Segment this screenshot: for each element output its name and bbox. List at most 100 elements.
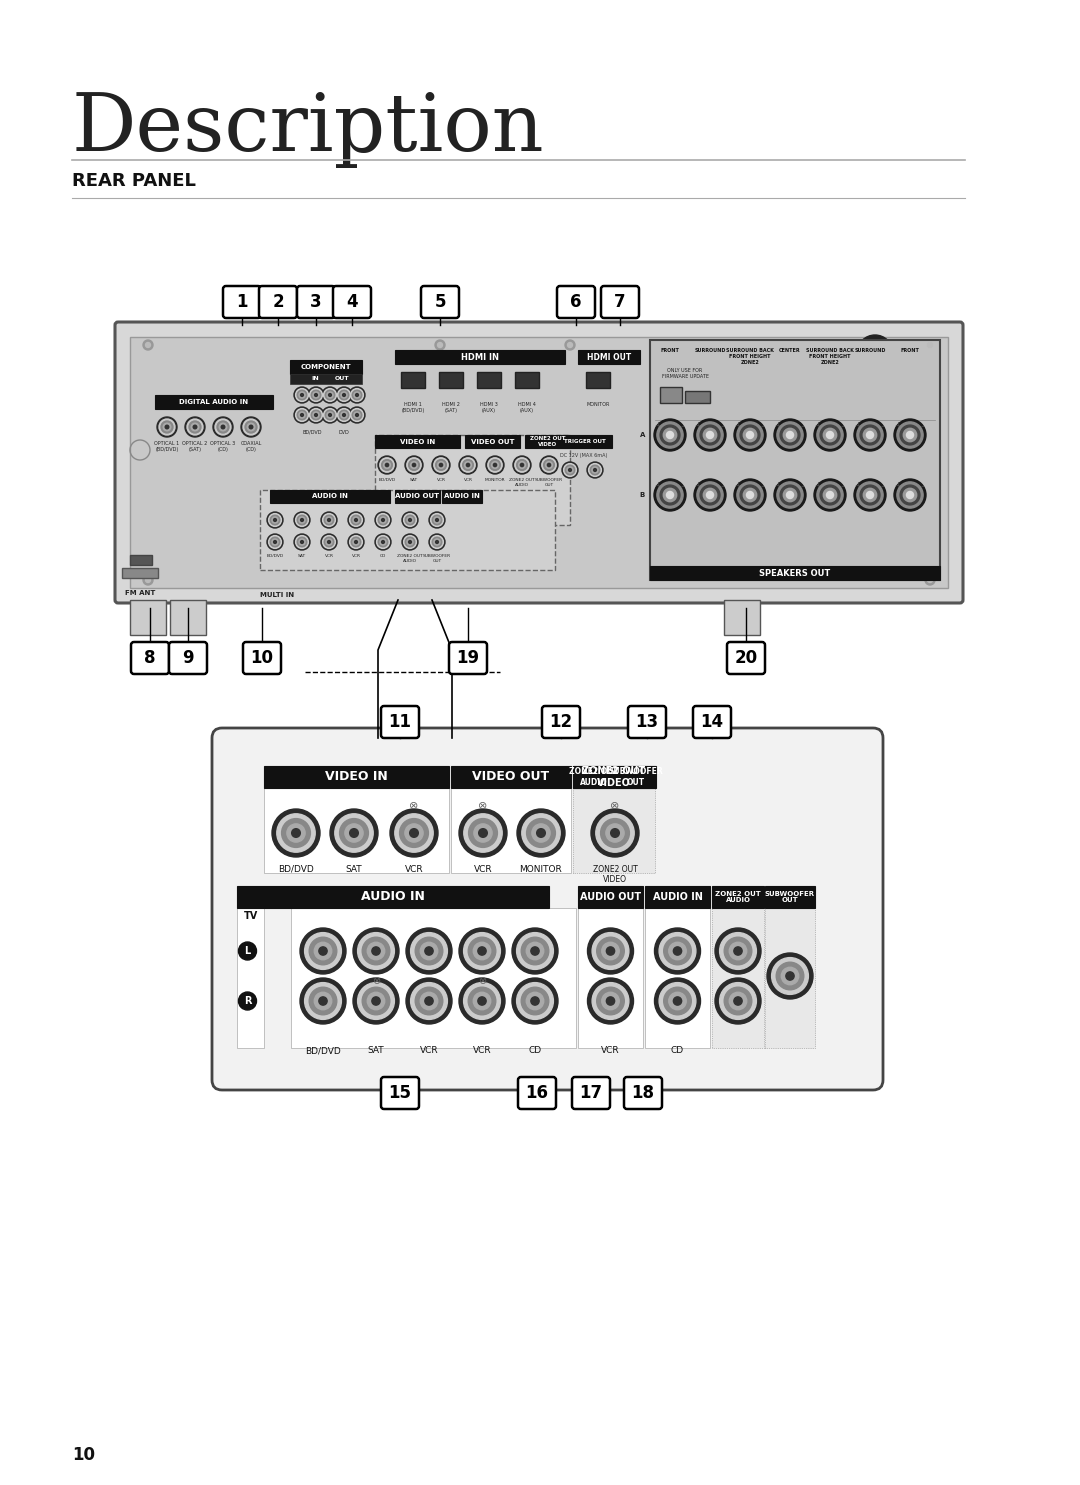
Circle shape: [276, 814, 315, 852]
Circle shape: [820, 486, 840, 505]
Circle shape: [405, 824, 423, 842]
Circle shape: [591, 809, 639, 857]
Circle shape: [780, 486, 800, 505]
Circle shape: [666, 432, 674, 438]
Circle shape: [435, 340, 445, 350]
Text: MONITOR: MONITOR: [485, 478, 505, 483]
Text: DVD: DVD: [339, 431, 349, 435]
Circle shape: [780, 425, 800, 446]
Circle shape: [300, 979, 346, 1025]
Circle shape: [715, 979, 761, 1025]
Circle shape: [660, 425, 680, 446]
Circle shape: [522, 937, 549, 965]
Text: AUDIO IN: AUDIO IN: [444, 493, 480, 499]
Circle shape: [404, 514, 417, 526]
Circle shape: [406, 928, 453, 974]
Circle shape: [783, 489, 797, 502]
Text: +: +: [894, 422, 902, 431]
Circle shape: [823, 489, 837, 502]
Circle shape: [588, 928, 634, 974]
Text: HDMI 3
(AUX): HDMI 3 (AUX): [481, 402, 498, 413]
Circle shape: [328, 394, 332, 396]
Bar: [573, 766, 654, 789]
Circle shape: [592, 983, 629, 1019]
Circle shape: [663, 428, 677, 441]
Text: 9: 9: [183, 649, 193, 667]
Text: 17: 17: [580, 1084, 603, 1102]
Circle shape: [353, 979, 399, 1025]
FancyBboxPatch shape: [381, 705, 419, 738]
Bar: [438, 373, 463, 388]
Circle shape: [330, 809, 378, 857]
Circle shape: [410, 462, 417, 468]
Text: +: +: [734, 422, 742, 431]
Text: OPTICAL 2
(SAT): OPTICAL 2 (SAT): [183, 441, 207, 451]
Circle shape: [163, 423, 171, 431]
Circle shape: [350, 514, 363, 526]
Circle shape: [740, 486, 760, 505]
Text: -: -: [720, 422, 724, 431]
Circle shape: [339, 410, 349, 420]
Circle shape: [146, 578, 150, 582]
Circle shape: [305, 983, 341, 1019]
Text: ZONE2 OUT
VIDEO: ZONE2 OUT VIDEO: [593, 864, 637, 885]
FancyBboxPatch shape: [333, 287, 372, 318]
Text: 14: 14: [701, 713, 724, 731]
Bar: [650, 340, 940, 581]
Circle shape: [420, 992, 437, 1010]
Circle shape: [380, 539, 386, 545]
Bar: [765, 907, 815, 1048]
Text: 15: 15: [389, 1084, 411, 1102]
Circle shape: [786, 971, 794, 980]
Circle shape: [378, 515, 388, 524]
Text: CD: CD: [380, 554, 387, 558]
Circle shape: [308, 388, 324, 402]
Text: 13: 13: [635, 713, 659, 731]
Bar: [375, 435, 570, 526]
Circle shape: [351, 408, 363, 422]
Circle shape: [309, 988, 337, 1014]
Circle shape: [777, 422, 804, 448]
Circle shape: [432, 456, 450, 474]
FancyBboxPatch shape: [222, 287, 261, 318]
Circle shape: [299, 392, 305, 398]
Circle shape: [187, 419, 203, 435]
Text: BD/DVD: BD/DVD: [267, 554, 284, 558]
Circle shape: [345, 824, 363, 842]
Circle shape: [406, 979, 453, 1025]
Text: -: -: [920, 422, 923, 431]
Text: -: -: [920, 481, 923, 492]
Circle shape: [543, 459, 554, 471]
Circle shape: [896, 422, 923, 448]
Bar: [270, 490, 390, 503]
Circle shape: [816, 481, 843, 508]
Circle shape: [694, 419, 726, 451]
Circle shape: [357, 933, 394, 970]
Bar: [401, 373, 426, 388]
Text: +: +: [774, 422, 782, 431]
Circle shape: [189, 422, 201, 434]
Text: -: -: [680, 422, 684, 431]
Circle shape: [407, 457, 421, 472]
FancyBboxPatch shape: [212, 728, 883, 1090]
Text: SPEAKERS OUT: SPEAKERS OUT: [759, 569, 831, 578]
Circle shape: [349, 407, 365, 423]
Circle shape: [338, 408, 350, 422]
Circle shape: [300, 413, 303, 416]
Text: REAR PANEL: REAR PANEL: [72, 172, 195, 190]
Circle shape: [488, 457, 502, 472]
Circle shape: [489, 459, 500, 471]
Circle shape: [740, 425, 760, 446]
Text: BD/DVD: BD/DVD: [306, 1045, 341, 1054]
FancyBboxPatch shape: [243, 642, 281, 674]
FancyBboxPatch shape: [693, 705, 731, 738]
Text: CENTER: CENTER: [779, 347, 800, 353]
Circle shape: [408, 518, 411, 521]
Circle shape: [826, 492, 834, 499]
Bar: [451, 766, 571, 789]
Circle shape: [814, 480, 846, 511]
Circle shape: [350, 536, 363, 548]
Circle shape: [512, 979, 558, 1025]
Circle shape: [386, 463, 389, 466]
Circle shape: [324, 538, 334, 546]
